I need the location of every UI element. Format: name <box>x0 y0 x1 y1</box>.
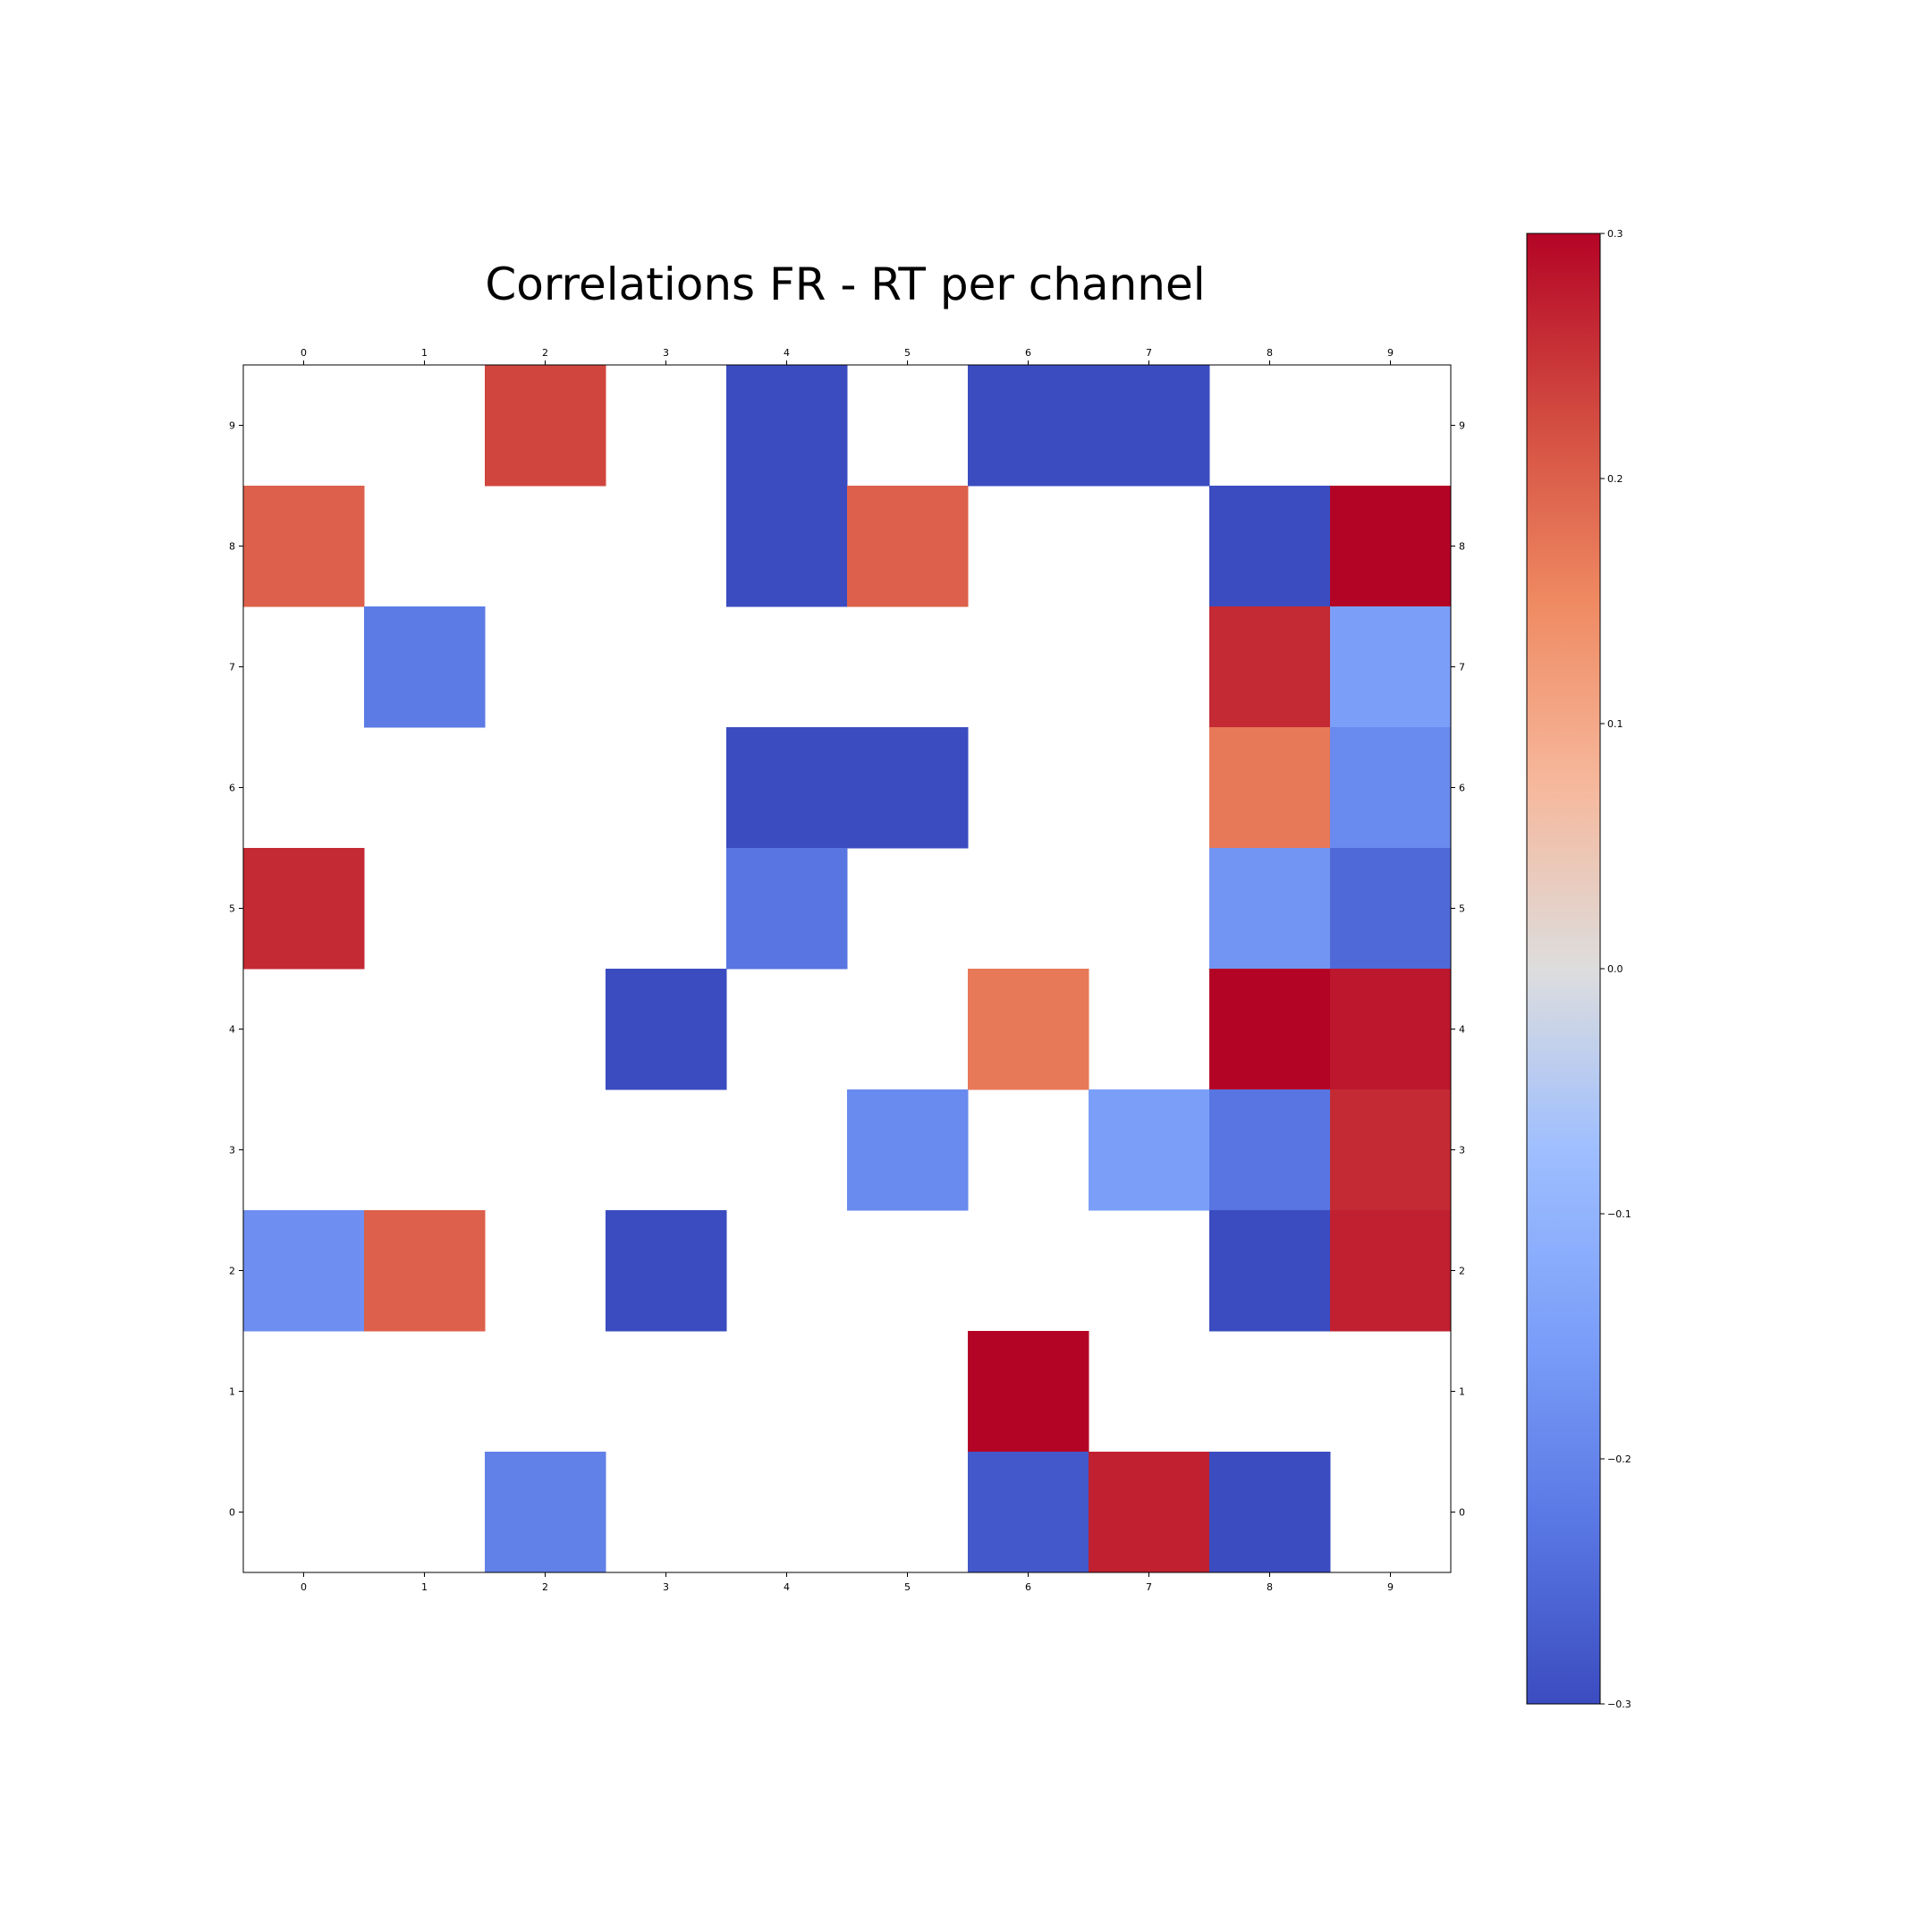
axis-ticks: 0 0 1 1 2 2 3 3 4 4 5 5 6 6 7 7 8 8 9 9 0 0 1 1 2 2 3 3 4 4 5 5 6 6 7 7 8 8 9 9 <box>229 347 1465 1593</box>
colorbar-ticks: −0.3 −0.2 −0.1 0.0 0.1 0.2 0.3 <box>1600 228 1631 1710</box>
x-tick-label-bottom: 1 <box>421 1581 428 1593</box>
x-tick-label-bottom: 4 <box>784 1581 790 1593</box>
heatmap-cell <box>726 848 848 970</box>
heatmap-cell <box>1209 1452 1331 1573</box>
y-tick-label-right: 0 <box>1459 1507 1465 1519</box>
y-tick-label-left: 8 <box>229 541 235 553</box>
x-tick-label-bottom: 0 <box>301 1581 307 1593</box>
colorbar-tick-label: 0.2 <box>1607 473 1623 485</box>
x-tick-label-bottom: 9 <box>1387 1581 1394 1593</box>
heatmap-cell <box>485 365 606 487</box>
x-tick-label-bottom: 8 <box>1267 1581 1273 1593</box>
y-tick-label-left: 7 <box>229 662 235 674</box>
y-tick-label-left: 3 <box>229 1145 235 1157</box>
x-tick-label-bottom: 6 <box>1025 1581 1031 1593</box>
y-tick-label-right: 3 <box>1459 1145 1465 1157</box>
heatmap-cell <box>847 1089 969 1211</box>
heatmap-cell <box>1330 848 1452 970</box>
heatmap-cell <box>968 969 1089 1090</box>
heatmap-cell <box>968 1452 1089 1573</box>
colorbar-tick-label: 0.0 <box>1607 963 1623 975</box>
x-tick-label-top: 8 <box>1267 347 1273 359</box>
heatmap-cell <box>1330 969 1452 1090</box>
heatmap-cell <box>726 486 848 607</box>
heatmap-cell <box>364 606 486 728</box>
colorbar-tick-label: −0.1 <box>1607 1208 1631 1220</box>
heatmap-cell <box>968 365 1089 487</box>
heatmap-cell <box>1330 1089 1452 1211</box>
heatmap-cell <box>1209 727 1331 849</box>
y-tick-label-right: 6 <box>1459 783 1465 794</box>
y-tick-label-left: 5 <box>229 903 235 915</box>
heatmap-cell <box>1209 969 1331 1090</box>
heatmap-cell <box>243 1210 365 1332</box>
heatmap-cell <box>606 969 727 1090</box>
y-tick-label-left: 9 <box>229 420 235 432</box>
heatmap-cell <box>1330 486 1452 607</box>
x-tick-label-bottom: 5 <box>904 1581 911 1593</box>
y-tick-label-right: 9 <box>1459 420 1465 432</box>
colorbar <box>1526 233 1601 1705</box>
y-tick-label-left: 1 <box>229 1386 235 1398</box>
heatmap-cell <box>1209 486 1331 607</box>
x-tick-label-top: 6 <box>1025 347 1031 359</box>
heatmap-cell <box>1209 848 1331 970</box>
y-tick-label-left: 0 <box>229 1507 235 1519</box>
heatmap-cell <box>1089 1089 1210 1211</box>
heatmap-cell <box>1330 1210 1452 1332</box>
y-tick-label-right: 8 <box>1459 541 1465 553</box>
chart-title: Correlations FR - RT per channel <box>485 258 1205 310</box>
x-tick-label-top: 4 <box>784 347 790 359</box>
heatmap-cell <box>606 1210 727 1332</box>
x-tick-label-top: 3 <box>663 347 669 359</box>
x-tick-label-bottom: 7 <box>1146 1581 1152 1593</box>
x-tick-label-top: 0 <box>301 347 307 359</box>
x-tick-label-bottom: 3 <box>663 1581 669 1593</box>
heatmap-cell <box>243 486 365 607</box>
heatmap-cell <box>726 365 848 487</box>
x-tick-label-top: 1 <box>421 347 428 359</box>
heatmap-cell <box>1089 1452 1210 1573</box>
heatmap-cell <box>364 1210 486 1332</box>
y-tick-label-right: 5 <box>1459 903 1465 915</box>
y-tick-label-left: 6 <box>229 783 235 794</box>
heatmap-cell <box>847 486 969 607</box>
heatmap-cell <box>847 727 969 849</box>
heatmap-cell <box>1089 365 1210 487</box>
y-tick-label-right: 2 <box>1459 1266 1465 1277</box>
colorbar-tick-label: −0.3 <box>1607 1699 1631 1710</box>
heatmap-cell <box>1330 727 1452 849</box>
heatmap-cell <box>726 727 848 849</box>
heatmap-cell <box>1330 606 1452 728</box>
x-tick-label-top: 7 <box>1146 347 1152 359</box>
heatmap-cell <box>1209 1089 1331 1211</box>
plot-area-frame <box>242 364 1452 1573</box>
heatmap-cell <box>485 1452 606 1573</box>
y-tick-label-right: 1 <box>1459 1386 1465 1398</box>
heatmap-cell <box>243 848 365 970</box>
heatmap-cell <box>1209 606 1331 728</box>
y-tick-label-left: 4 <box>229 1024 235 1036</box>
colorbar-tick-label: 0.1 <box>1607 718 1623 730</box>
colorbar-tick-label: 0.3 <box>1607 228 1623 240</box>
heatmap-cell <box>1209 1210 1331 1332</box>
x-tick-label-top: 5 <box>904 347 911 359</box>
heatmap-cell <box>968 1331 1089 1453</box>
colorbar-tick-label: −0.2 <box>1607 1453 1631 1465</box>
y-tick-label-left: 2 <box>229 1266 235 1277</box>
x-tick-label-top: 2 <box>542 347 548 359</box>
y-tick-label-right: 4 <box>1459 1024 1465 1036</box>
heatmap-cells <box>243 365 1452 1573</box>
y-tick-label-right: 7 <box>1459 662 1465 674</box>
x-tick-label-top: 9 <box>1387 347 1394 359</box>
x-tick-label-bottom: 2 <box>542 1581 548 1593</box>
